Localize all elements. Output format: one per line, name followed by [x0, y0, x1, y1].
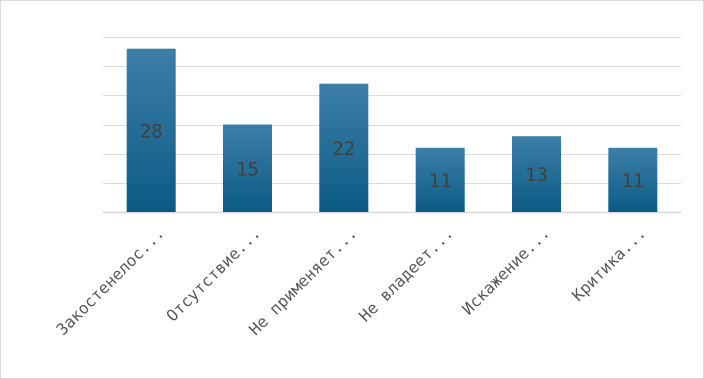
category-label: Не владеет...: [355, 223, 457, 325]
category-labels: Закостенелос...Отсутствие...Не применяет…: [52, 223, 649, 339]
gridlines: [103, 37, 681, 214]
value-label: 15: [236, 158, 259, 180]
value-labels: 28 15 22 11 13 11: [140, 120, 644, 192]
category-label: Закостенелос...: [52, 223, 168, 339]
bar: [319, 83, 369, 212]
value-label: 22: [332, 138, 355, 160]
bar: [608, 147, 658, 212]
bar: [512, 136, 561, 212]
category-label: Критика...: [568, 223, 650, 305]
bar: [223, 124, 272, 212]
value-label: 11: [429, 170, 452, 192]
bars: [126, 48, 658, 213]
value-label: 11: [621, 170, 644, 192]
value-label: 28: [140, 120, 163, 142]
category-label: Искажение...: [458, 223, 553, 318]
bar: [126, 48, 176, 213]
value-label: 13: [525, 164, 548, 186]
category-label: Не применяет...: [245, 223, 361, 339]
category-label: Отсутствие...: [162, 223, 264, 325]
bar: [415, 147, 465, 212]
